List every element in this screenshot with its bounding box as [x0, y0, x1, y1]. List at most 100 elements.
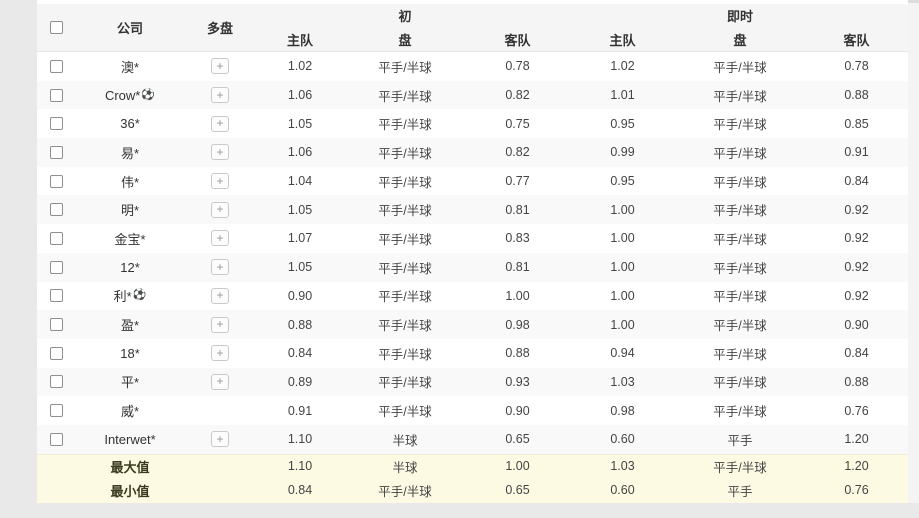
live-away-odds: 0.90: [844, 317, 869, 332]
company-cell: 盈* ⚽: [75, 310, 185, 339]
expand-button[interactable]: +: [211, 58, 229, 75]
row-checkbox[interactable]: [49, 203, 63, 217]
multi-cell: +: [185, 425, 255, 454]
expand-button[interactable]: +: [211, 115, 229, 132]
select-all-checkbox[interactable]: [49, 21, 63, 34]
row-checkbox[interactable]: [49, 174, 63, 188]
live-away-odds: 0.84: [844, 346, 869, 361]
expand-button[interactable]: +: [211, 431, 229, 448]
live-home-odds: 1.02: [610, 59, 635, 74]
expand-button[interactable]: +: [211, 87, 229, 104]
row-checkbox[interactable]: [49, 88, 63, 102]
live-handicap: 平手/半球: [713, 290, 767, 305]
live-handicap: 平手/半球: [713, 89, 767, 104]
row-checkbox[interactable]: [49, 145, 63, 159]
initial-away-odds: 0.75: [505, 116, 530, 131]
initial-handicap: 平手/半球: [378, 89, 432, 104]
spacer: [570, 4, 675, 28]
checkbox-cell: [37, 195, 75, 224]
live-handicap: 平手/半球: [713, 376, 767, 391]
row-checkbox[interactable]: [49, 432, 63, 446]
row-checkbox[interactable]: [49, 346, 63, 360]
max-live-handicap: 平手/半球: [713, 460, 767, 475]
initial-away-odds: 0.88: [505, 346, 530, 361]
company-cell: 威* ⚽: [75, 396, 185, 425]
odds-comparison-table: 公司 多盘 初 主队 盘 客队 即时 主队 盘 客队: [37, 0, 908, 503]
table-row: 明* ⚽ + 1.05 平手/半球 0.81 1.00 平手/半球 0.92: [37, 195, 908, 225]
initial-home-odds: 1.05: [287, 116, 313, 131]
table-row: Crow* ⚽ + 1.06 平手/半球 0.82 1.01 平手/半球 0.8…: [37, 80, 908, 110]
row-checkbox[interactable]: [49, 375, 63, 389]
initial-handicap: 平手/半球: [378, 175, 432, 190]
live-away-odds: 0.88: [844, 88, 869, 103]
company-name: 36*: [120, 116, 140, 132]
company-name: 易*: [120, 145, 140, 161]
min-value-label: 最小值: [110, 483, 150, 499]
expand-button[interactable]: +: [211, 316, 229, 333]
company-name: 18*: [120, 345, 140, 361]
expand-button[interactable]: +: [211, 345, 229, 362]
expand-button[interactable]: +: [211, 287, 229, 304]
initial-home-odds: 0.89: [287, 374, 313, 389]
table-header: 公司 多盘 初 主队 盘 客队 即时 主队 盘 客队: [37, 4, 908, 52]
initial-handicap: 平手/半球: [378, 204, 432, 219]
company-name: 利*: [113, 289, 132, 305]
checkbox-cell: [37, 396, 75, 425]
live-handicap: 平手/半球: [713, 146, 767, 161]
live-handicap: 平手/半球: [713, 60, 767, 75]
initial-home-odds: 1.05: [287, 202, 313, 217]
expand-button[interactable]: +: [211, 144, 229, 161]
company-name: 威*: [120, 404, 140, 420]
initial-handicap: 平手/半球: [378, 405, 432, 420]
checkbox-cell: [37, 425, 75, 454]
column-header-live-handicap: 盘: [733, 32, 747, 48]
live-away-odds: 0.92: [844, 260, 869, 275]
multi-cell: +: [185, 167, 255, 196]
live-home-odds: 1.00: [610, 202, 635, 217]
initial-away-odds: 0.81: [505, 260, 530, 275]
multi-cell: +: [185, 138, 255, 167]
checkbox-cell: [37, 310, 75, 339]
min-live-handicap: 平手: [727, 484, 753, 499]
max-initial-away: 1.00: [505, 459, 530, 474]
spacer: [185, 478, 255, 503]
row-checkbox[interactable]: [49, 289, 63, 303]
spacer: [805, 4, 908, 28]
live-handicap: 平手/半球: [713, 261, 767, 276]
column-header-live-home: 主队: [609, 32, 636, 48]
expand-button[interactable]: +: [211, 201, 229, 218]
live-handicap: 平手/半球: [713, 204, 767, 219]
live-home-odds: 0.98: [610, 403, 635, 418]
live-handicap: 平手/半球: [713, 347, 767, 362]
table-row: 利* ⚽ + 0.90 平手/半球 1.00 1.00 平手/半球 0.92: [37, 282, 908, 311]
initial-away-odds: 0.90: [505, 403, 530, 418]
initial-away-odds: 0.93: [505, 374, 530, 389]
expand-button[interactable]: +: [211, 173, 229, 190]
initial-handicap: 平手/半球: [378, 118, 432, 133]
row-checkbox[interactable]: [49, 260, 63, 274]
row-checkbox[interactable]: [49, 59, 63, 73]
checkbox-cell: [37, 109, 75, 138]
spacer: [37, 478, 75, 503]
table-row: Interwet* ⚽ + 1.10 半球 0.65 0.60 平手 1.20: [37, 424, 908, 454]
initial-home-odds: 1.02: [287, 59, 313, 74]
row-checkbox[interactable]: [49, 231, 63, 245]
row-checkbox[interactable]: [49, 117, 63, 131]
company-cell: 36* ⚽: [75, 109, 185, 138]
live-home-odds: 0.95: [610, 174, 635, 189]
multi-cell: +: [185, 310, 255, 339]
initial-handicap: 平手/半球: [378, 146, 432, 161]
multi-cell: +: [185, 253, 255, 282]
live-away-odds: 0.84: [844, 174, 869, 189]
expand-button[interactable]: +: [211, 373, 229, 390]
expand-button[interactable]: +: [211, 230, 229, 247]
expand-button[interactable]: +: [211, 259, 229, 276]
initial-away-odds: 0.77: [505, 174, 530, 189]
row-checkbox[interactable]: [49, 404, 63, 418]
row-checkbox[interactable]: [49, 318, 63, 332]
max-live-away: 1.20: [844, 459, 869, 474]
max-live-home: 1.03: [610, 459, 635, 474]
initial-home-odds: 1.10: [287, 432, 313, 447]
max-initial-home: 1.10: [287, 459, 313, 474]
company-name: 盈*: [120, 318, 140, 334]
